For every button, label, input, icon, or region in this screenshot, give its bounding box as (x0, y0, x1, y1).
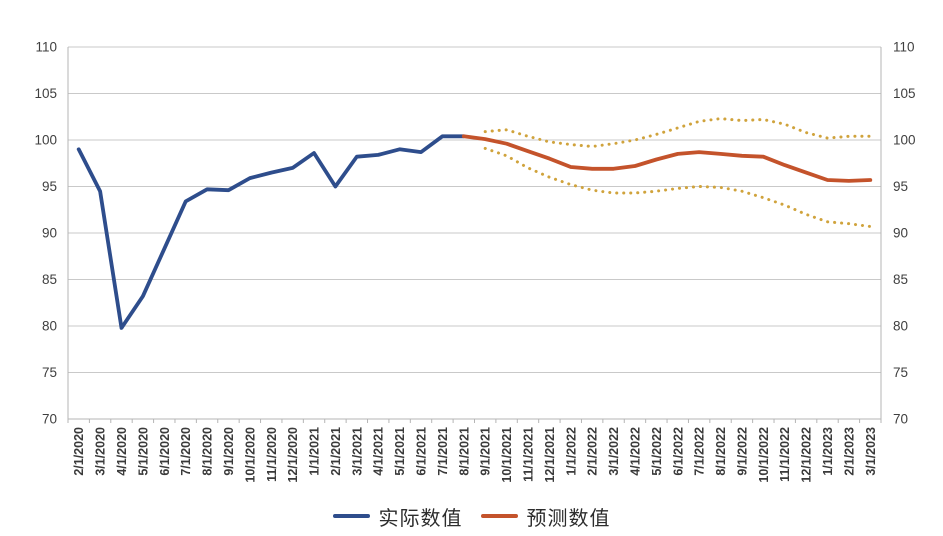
x-axis-label: 11/1/2020 (265, 427, 279, 482)
chart-legend: 实际数值 预测数值 (0, 498, 943, 534)
x-axis-label: 12/1/2020 (286, 427, 300, 483)
x-axis-label: 11/1/2022 (778, 427, 792, 482)
x-axis-label: 5/1/2021 (393, 427, 407, 476)
x-axis-label: 7/1/2021 (436, 427, 450, 476)
x-axis-label: 6/1/2020 (158, 427, 172, 476)
x-axis-label: 7/1/2022 (693, 427, 707, 476)
y-axis-label-right: 110 (893, 40, 915, 55)
forecast-legend-label: 预测数值 (526, 507, 611, 530)
y-axis-label-left: 100 (34, 133, 57, 148)
y-axis-label-right: 95 (893, 179, 908, 194)
y-axis-label-right: 75 (893, 365, 908, 380)
series-实际数值[interactable] (76, 134, 466, 330)
x-axis-label: 8/1/2022 (714, 427, 728, 476)
x-axis-label: 4/1/2020 (115, 427, 129, 476)
y-axis-label-left: 90 (42, 226, 57, 241)
x-axis-label: 9/1/2021 (479, 427, 493, 476)
x-axis-label: 2/1/2020 (72, 427, 86, 476)
x-axis-label: 3/1/2023 (864, 427, 878, 476)
y-axis-label-left: 75 (42, 365, 57, 380)
y-axis-label-left: 80 (42, 319, 57, 334)
y-axis-label-right: 70 (893, 412, 908, 427)
actual-legend-label: 实际数值 (378, 507, 463, 530)
actual-line-swatch (332, 513, 370, 519)
x-axis-label: 10/1/2021 (500, 427, 514, 483)
x-axis-label: 3/1/2022 (607, 427, 621, 476)
y-axis-label-left: 70 (42, 412, 57, 427)
x-axis-label: 3/1/2021 (350, 427, 364, 476)
x-axis-label: 1/1/2022 (564, 427, 578, 476)
y-axis-label-right: 105 (893, 86, 916, 101)
y-axis-label-right: 85 (893, 272, 908, 287)
x-axis-label: 4/1/2022 (628, 427, 642, 476)
y-axis-label-right: 90 (893, 226, 908, 241)
series-预测数值[interactable] (461, 134, 873, 183)
x-axis-label: 2/1/2023 (842, 427, 856, 476)
y-axis-label-right: 80 (893, 319, 908, 334)
x-axis-label: 1/1/2023 (821, 427, 835, 476)
legend-item-actual[interactable]: 实际数值 (332, 502, 463, 531)
forecast-line-swatch (480, 513, 518, 519)
series-预测下限[interactable] (483, 146, 872, 228)
legend-item-forecast[interactable]: 预测数值 (480, 502, 611, 531)
x-axis-label: 8/1/2020 (201, 427, 215, 476)
y-axis-label-left: 105 (34, 86, 57, 101)
x-axis-label: 7/1/2020 (179, 427, 193, 476)
y-axis-label-right: 100 (893, 133, 916, 148)
x-axis-label: 12/1/2022 (800, 427, 814, 483)
x-axis-label: 10/1/2022 (757, 427, 771, 483)
x-axis-label: 12/1/2021 (543, 427, 557, 483)
x-axis-label: 10/1/2020 (243, 427, 257, 483)
x-axis-label: 6/1/2022 (671, 427, 685, 476)
x-axis-label: 9/1/2022 (735, 427, 749, 476)
y-axis-label-left: 110 (35, 40, 57, 55)
x-axis-label: 4/1/2021 (372, 427, 386, 476)
x-axis-label: 5/1/2022 (650, 427, 664, 476)
x-axis-label: 6/1/2021 (415, 427, 429, 476)
x-axis-label: 11/1/2021 (521, 427, 535, 482)
x-axis-label: 8/1/2021 (457, 427, 471, 476)
y-axis-label-left: 85 (42, 272, 57, 287)
y-axis-label-left: 95 (42, 179, 57, 194)
x-axis-label: 3/1/2020 (94, 427, 108, 476)
x-axis-label: 2/1/2022 (586, 427, 600, 476)
series-预测上限[interactable] (483, 117, 872, 149)
x-axis-label: 2/1/2021 (329, 427, 343, 476)
x-axis-label: 5/1/2020 (136, 427, 150, 476)
line-chart: 70 70 75 75 80 80 85 85 90 90 95 95 100 100 105 105 110 1… (34, 40, 916, 483)
x-axis-label: 9/1/2020 (222, 427, 236, 476)
x-axis-label: 1/1/2021 (308, 427, 322, 476)
